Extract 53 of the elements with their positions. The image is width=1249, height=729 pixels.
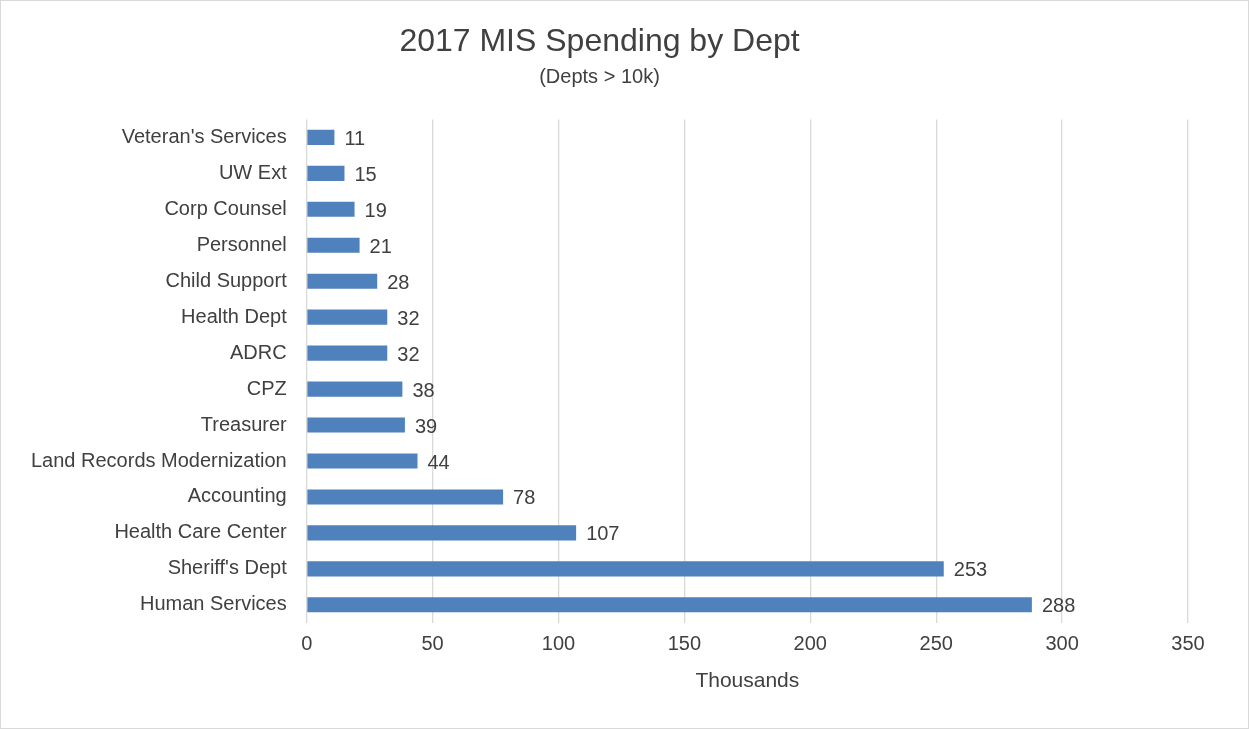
x-tick-label: 200 (793, 632, 827, 655)
bar (307, 381, 403, 397)
bar (307, 201, 355, 217)
y-tick-label: Treasurer (200, 412, 288, 435)
x-tick-label: 250 (919, 632, 953, 655)
data-label: 107 (586, 522, 620, 545)
y-tick-label: Personnel (196, 232, 287, 255)
data-label: 15 (354, 162, 377, 185)
bar (307, 309, 388, 325)
bar (307, 597, 1032, 613)
y-tick-label: ADRC (230, 340, 287, 363)
data-label: 288 (1041, 594, 1076, 617)
bar (307, 345, 388, 361)
y-tick-label: Sheriff's Dept (167, 556, 288, 579)
chart-title: 2017 MIS Spending by Dept (399, 22, 800, 59)
x-tick-label: 100 (541, 632, 576, 655)
bar (307, 525, 577, 541)
data-label: 44 (427, 450, 450, 473)
data-label: 39 (414, 414, 438, 437)
bar (307, 561, 944, 577)
x-tick-label: 350 (1171, 632, 1205, 655)
data-label: 21 (369, 234, 392, 257)
x-tick-label: 300 (1045, 632, 1079, 655)
chart-subtitle: (Depts > 10k) (539, 64, 660, 87)
y-tick-label: Child Support (165, 268, 288, 291)
y-tick-label: CPZ (246, 376, 287, 399)
bar (307, 273, 378, 289)
data-label: 19 (364, 198, 387, 221)
x-tick-label: 50 (421, 632, 444, 655)
y-tick-label: UW Ext (218, 160, 288, 183)
data-label: 32 (397, 342, 420, 365)
bar (307, 489, 504, 505)
y-tick-label: Health Dept (181, 304, 288, 327)
bar (307, 417, 405, 433)
y-tick-label: Corp Counsel (164, 196, 287, 219)
data-label: 32 (397, 306, 420, 329)
bar (307, 453, 418, 469)
y-tick-label: Veteran's Services (121, 124, 287, 147)
data-label: 11 (344, 126, 366, 149)
y-tick-label: Health Care Center (114, 520, 288, 543)
data-label: 28 (387, 270, 410, 293)
x-axis-title: Thousands (695, 668, 800, 692)
x-tick-label: 150 (667, 632, 702, 655)
data-label: 253 (953, 558, 988, 581)
y-tick-label: Land Records Modernization (31, 448, 287, 471)
y-tick-label: Human Services (139, 592, 287, 615)
bar (307, 237, 360, 253)
bar (307, 165, 345, 181)
data-label: 38 (412, 378, 435, 401)
bar (307, 129, 335, 145)
y-tick-label: Accounting (187, 484, 287, 507)
data-label: 78 (513, 486, 536, 509)
x-tick-label: 0 (301, 632, 313, 655)
